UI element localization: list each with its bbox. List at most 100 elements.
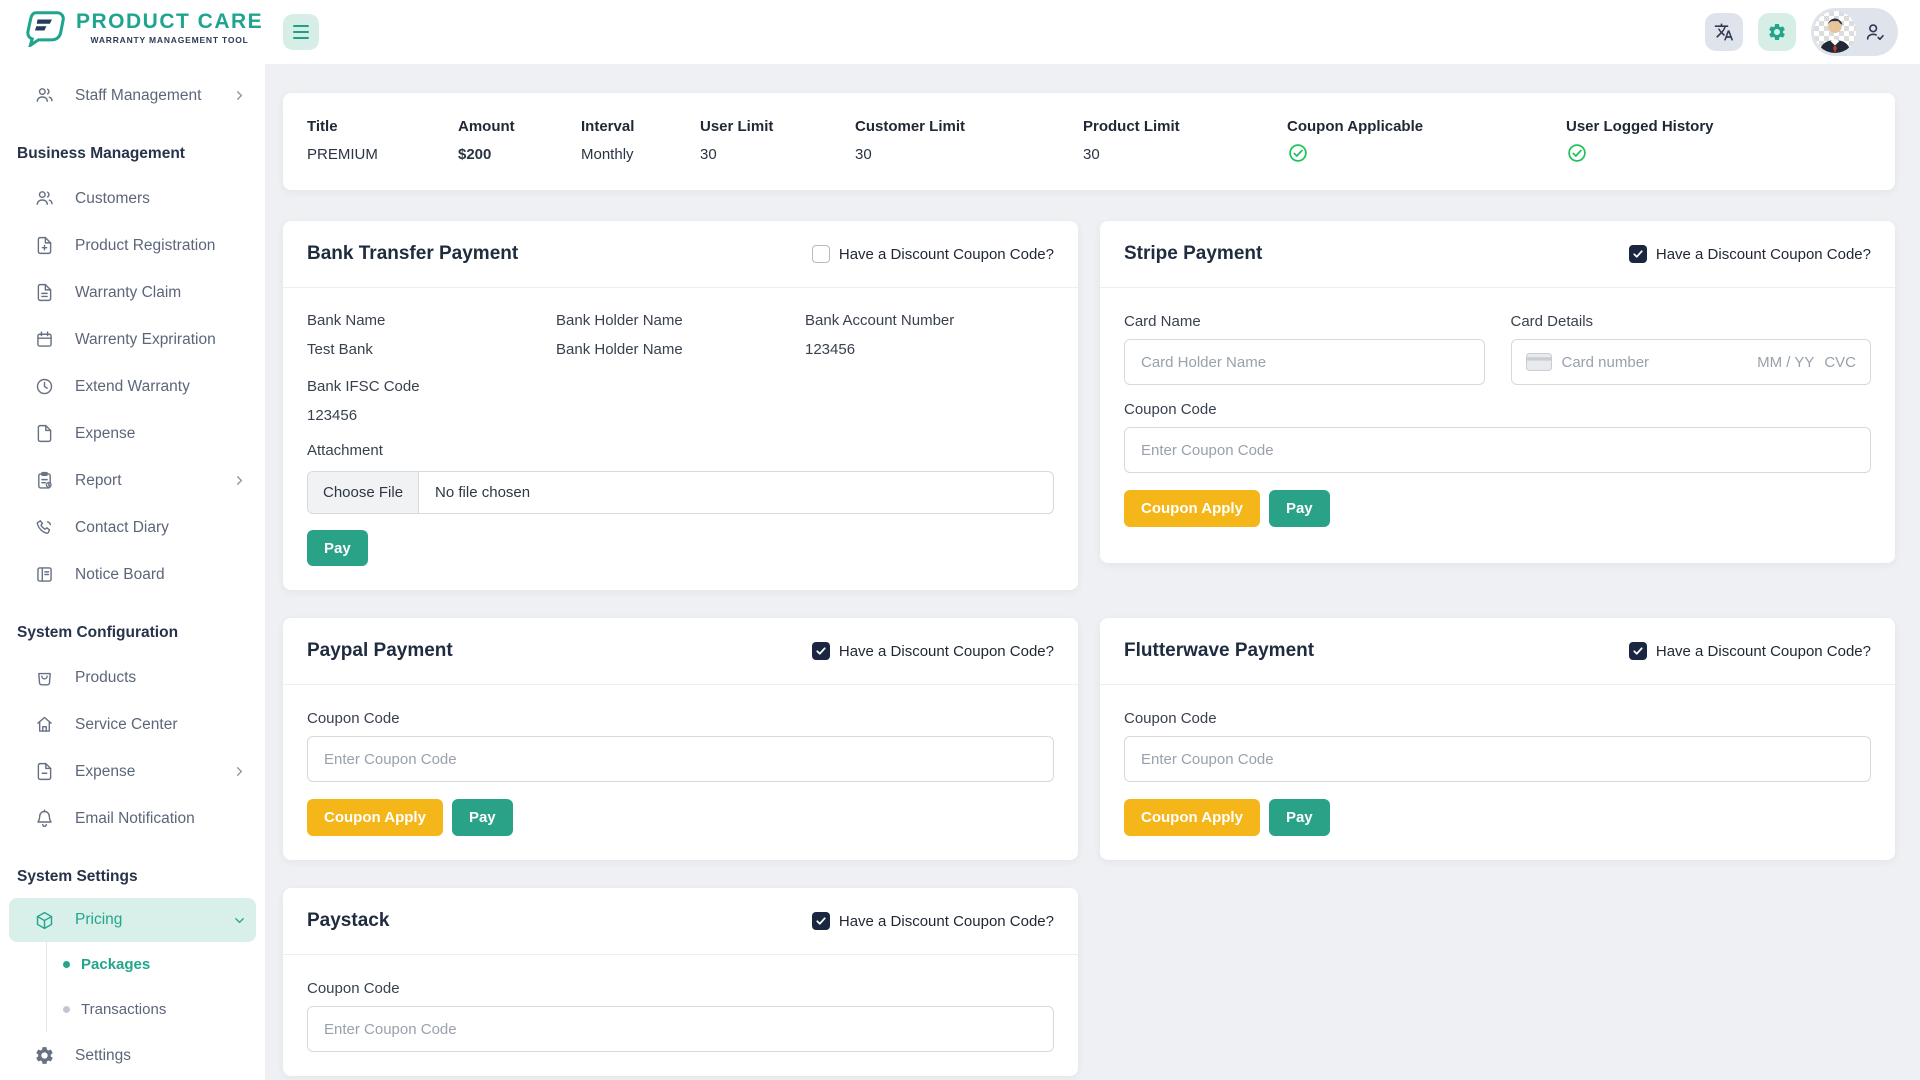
- summary-user-logged-history-label: User Logged History: [1566, 118, 1714, 135]
- expiry-placeholder: MM / YY: [1757, 353, 1815, 371]
- summary-customer-limit-value: 30: [855, 146, 872, 163]
- sidebar-item-label: Customers: [75, 189, 150, 207]
- paypal-coupon-input[interactable]: [307, 736, 1054, 782]
- choose-file-button[interactable]: Choose File: [308, 472, 420, 513]
- translate-button[interactable]: [1705, 13, 1743, 51]
- sidebar-item-customers[interactable]: Customers: [0, 175, 265, 222]
- phone-icon: [36, 520, 52, 534]
- paystack-coupon-checkbox-label[interactable]: Have a Discount Coupon Code?: [811, 912, 1054, 930]
- paypal-coupon-label: Coupon Code: [307, 710, 400, 727]
- file-icon: [37, 424, 52, 443]
- sidebar-section-system-settings: System Settings: [17, 868, 138, 885]
- paystack-coupon-input[interactable]: [307, 1006, 1054, 1052]
- sidebar-item-label: Report: [75, 471, 122, 489]
- paypal-coupon-checkbox-label[interactable]: Have a Discount Coupon Code?: [811, 642, 1054, 660]
- summary-interval-value: Monthly: [581, 146, 634, 163]
- checkbox-checked[interactable]: [1628, 642, 1647, 660]
- stripe-coupon-input[interactable]: [1124, 427, 1871, 473]
- sidebar-item-label: Email Notification: [75, 809, 195, 827]
- flutterwave-coupon-checkbox-label[interactable]: Have a Discount Coupon Code?: [1628, 642, 1871, 660]
- sidebar-item-settings[interactable]: Settings: [0, 1032, 265, 1079]
- settings-button[interactable]: [1758, 13, 1796, 51]
- credit-card-icon: [1525, 353, 1552, 371]
- package-summary-card: Title PREMIUM Amount $200 Interval Month…: [283, 93, 1895, 190]
- flutterwave-pay-button[interactable]: Pay: [1268, 799, 1330, 836]
- sidebar-item-label: Expense: [75, 762, 136, 780]
- card-details-input[interactable]: Card number MM / YY CVC: [1510, 339, 1871, 385]
- sidebar-item-warranty-claim[interactable]: Warranty Claim: [0, 269, 265, 316]
- avatar-image: [1819, 18, 1851, 53]
- checkbox-checked[interactable]: [1628, 245, 1647, 263]
- checkbox-unchecked[interactable]: [811, 245, 830, 263]
- summary-title-label: Title: [307, 118, 338, 135]
- sidebar-item-expense-config[interactable]: Expense: [0, 748, 265, 795]
- stripe-coupon-label: Coupon Code: [1124, 401, 1217, 418]
- file-status-text: No file chosen: [435, 484, 531, 501]
- chevron-right-icon: [237, 767, 243, 776]
- stripe-card: Stripe Payment Have a Discount Coupon Co…: [1100, 221, 1895, 563]
- stripe-coupon-checkbox-label[interactable]: Have a Discount Coupon Code?: [1628, 245, 1871, 263]
- sidebar-item-product-registration[interactable]: Product Registration: [0, 222, 265, 269]
- menu-toggle-button[interactable]: [283, 14, 319, 50]
- sidebar-item-label: Transactions: [81, 1001, 167, 1018]
- sidebar-item-extend-warranty[interactable]: Extend Warranty: [0, 363, 265, 410]
- report-icon: [38, 471, 52, 489]
- users-icon: [36, 88, 53, 102]
- bank-name-label: Bank Name: [307, 312, 386, 329]
- sidebar-item-products[interactable]: Products: [0, 654, 265, 701]
- paystack-coupon-label: Coupon Code: [307, 980, 400, 997]
- user-check-icon: [1866, 24, 1884, 41]
- flutterwave-title: Flutterwave Payment: [1124, 640, 1315, 661]
- stripe-coupon-apply-button[interactable]: Coupon Apply: [1124, 490, 1260, 527]
- sidebar-subitem-packages[interactable]: Packages: [47, 942, 265, 987]
- sidebar-subitem-transactions[interactable]: Transactions: [47, 987, 265, 1032]
- summary-interval-label: Interval: [581, 118, 635, 135]
- sidebar: Staff Management Business Management Cus…: [0, 64, 265, 1080]
- flutterwave-coupon-input[interactable]: [1124, 736, 1871, 782]
- sidebar-item-label: Staff Management: [75, 86, 202, 104]
- file-plus-icon: [37, 236, 52, 255]
- sidebar-item-email-notification[interactable]: Email Notification: [0, 795, 265, 842]
- sidebar-item-warranty-expiration[interactable]: Warrenty Expriration: [0, 316, 265, 363]
- gear-icon: [36, 1047, 53, 1064]
- bank-holder-value: Bank Holder Name: [556, 341, 683, 358]
- sidebar-item-label: Service Center: [75, 715, 178, 733]
- sidebar-item-label: Expense: [75, 424, 136, 442]
- sidebar-item-report[interactable]: Report: [0, 457, 265, 504]
- sidebar-item-expense[interactable]: Expense: [0, 410, 265, 457]
- checkbox-checked[interactable]: [811, 642, 830, 660]
- avatar: [1814, 11, 1856, 53]
- card-name-input[interactable]: [1124, 339, 1485, 385]
- user-menu[interactable]: [1811, 8, 1898, 56]
- file-minus-icon: [37, 762, 52, 781]
- paypal-pay-button[interactable]: Pay: [451, 799, 513, 836]
- sidebar-item-label: Products: [75, 668, 137, 686]
- checkbox-checked[interactable]: [811, 912, 830, 930]
- bank-coupon-checkbox-label[interactable]: Have a Discount Coupon Code?: [811, 245, 1054, 263]
- bell-icon: [37, 809, 52, 827]
- card-details-label: Card Details: [1510, 313, 1594, 330]
- coupon-applicable-check-icon: [1287, 142, 1566, 169]
- bank-ifsc-label: Bank IFSC Code: [307, 378, 420, 395]
- sidebar-item-notice-board[interactable]: Notice Board: [0, 551, 265, 598]
- flutterwave-coupon-apply-button[interactable]: Coupon Apply: [1124, 799, 1260, 836]
- bank-ifsc-value: 123456: [307, 407, 358, 424]
- bank-pay-button[interactable]: Pay: [307, 530, 368, 566]
- sidebar-item-staff-management[interactable]: Staff Management: [0, 72, 265, 119]
- board-icon: [37, 567, 52, 582]
- sidebar-item-pricing[interactable]: Pricing: [9, 898, 256, 942]
- stripe-pay-button[interactable]: Pay: [1268, 490, 1330, 527]
- summary-user-limit-label: User Limit: [700, 118, 774, 135]
- brand-logo: PRODUCT CARE WARRANTY MANAGEMENT TOOL: [24, 9, 263, 47]
- user-logged-history-check-icon: [1566, 142, 1871, 169]
- sidebar-section-system-configuration: System Configuration: [17, 624, 179, 641]
- flutterwave-coupon-label: Coupon Code: [1124, 710, 1217, 727]
- paypal-coupon-apply-button[interactable]: Coupon Apply: [307, 799, 443, 836]
- home-icon: [37, 716, 52, 732]
- flutterwave-card: Flutterwave Payment Have a Discount Coup…: [1100, 618, 1895, 860]
- paypal-title: Paypal Payment: [307, 640, 453, 661]
- sidebar-item-service-center[interactable]: Service Center: [0, 701, 265, 748]
- sidebar-item-contact-diary[interactable]: Contact Diary: [0, 504, 265, 551]
- attachment-file-input[interactable]: Choose File No file chosen: [307, 471, 1054, 514]
- main-content: Title PREMIUM Amount $200 Interval Month…: [265, 64, 1920, 1080]
